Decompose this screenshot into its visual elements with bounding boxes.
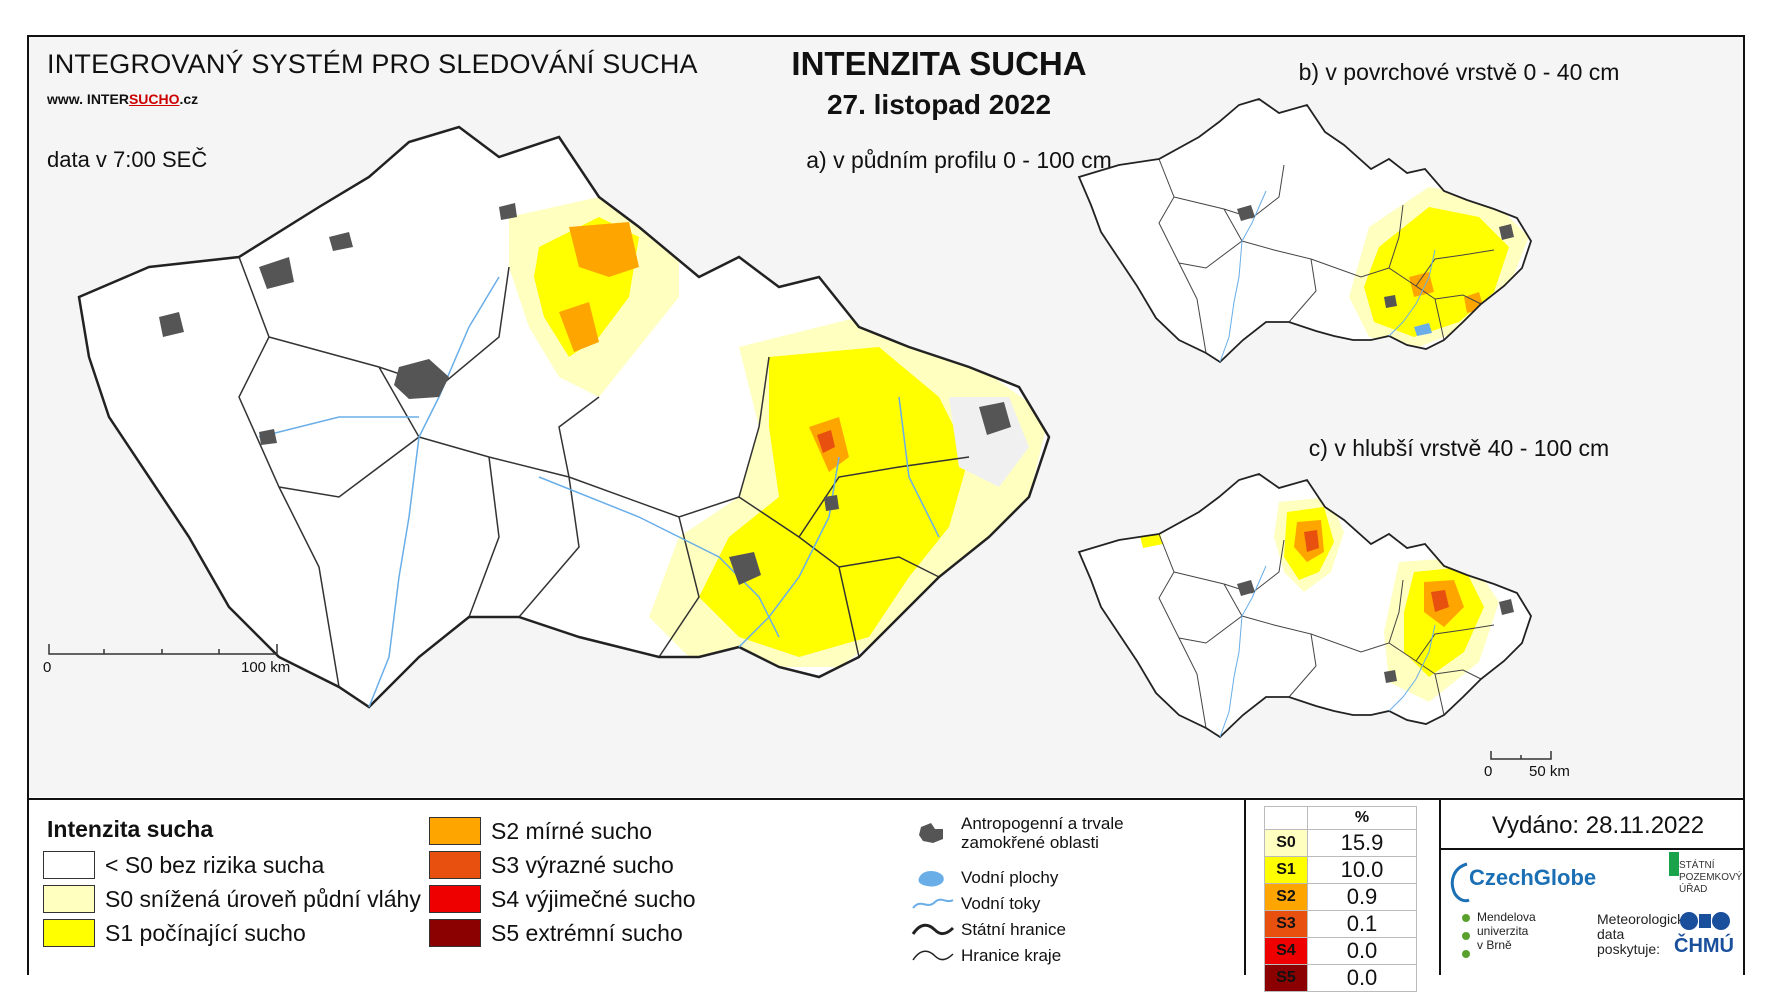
percent-table-header: % xyxy=(1264,806,1417,830)
symbol-river: Vodní toky xyxy=(909,892,1040,916)
map-c-deeper-layer xyxy=(1077,473,1532,739)
percent-row-s0: S0 15.9 xyxy=(1264,829,1417,857)
percent-row-s1: S1 10.0 xyxy=(1264,856,1417,884)
legend-item-s3: S3 výrazné sucho xyxy=(429,848,674,882)
legend-item-s5: S5 extrémní sucho xyxy=(429,916,683,950)
percent-row-s2: S2 0.9 xyxy=(1264,883,1417,911)
scale-bar-main xyxy=(48,644,278,655)
scale-main-end: 100 km xyxy=(241,659,291,676)
scale-main-start: 0 xyxy=(43,659,52,676)
chmu-logo-icon xyxy=(1680,912,1730,930)
czechglobe-logo: CzechGlobe xyxy=(1469,865,1597,890)
system-title: INTEGROVANÝ SYSTÉM PRO SLEDOVÁNÍ SUCHA xyxy=(47,49,698,79)
map-date: 27. listopad 2022 xyxy=(826,89,1052,120)
river-icon xyxy=(912,898,954,909)
scale-bar-small xyxy=(1490,751,1552,760)
spu-logo: STÁTNÍ POZEMKOVÝ ÚŘAD xyxy=(1679,860,1743,895)
swatch-s4 xyxy=(429,885,481,913)
map-a-label: a) v půdním profilu 0 - 100 cm xyxy=(806,147,1112,173)
percent-table: % S0 15.9 S1 10.0 S2 0.9 S3 0.1 S4 0.0 S5 0.0 xyxy=(1264,806,1417,992)
percent-row-s3: S3 0.1 xyxy=(1264,910,1417,938)
percent-row-s4: S4 0.0 xyxy=(1264,937,1417,965)
legend-title: Intenzita sucha xyxy=(47,816,214,842)
swatch-s1 xyxy=(43,919,95,947)
urban-area-icon xyxy=(919,823,943,843)
scale-small-start: 0 xyxy=(1484,763,1493,780)
map-area: INTEGROVANÝ SYSTÉM PRO SLEDOVÁNÍ SUCHA w… xyxy=(29,37,1743,797)
symbol-water-body: Vodní plochy xyxy=(909,866,1058,890)
swatch-below-s0 xyxy=(43,851,95,879)
swatch-s5 xyxy=(429,919,481,947)
symbol-state-border: Státní hranice xyxy=(909,918,1066,942)
map-b-surface-layer xyxy=(1077,98,1532,364)
legend-area: Intenzita sucha < S0 bez rizika sucha S0… xyxy=(29,798,1743,992)
website-link[interactable]: www. INTERSUCHO.cz xyxy=(47,91,199,107)
meteo-data-text: Meteorologická data poskytuje: xyxy=(1597,911,1692,957)
state-border-icon xyxy=(911,923,955,936)
symbol-urban-area: Antropogenní a trvale zamokřené oblasti xyxy=(909,814,1124,852)
mendel-logo-icon xyxy=(1462,914,1470,958)
legend-item-s2: S2 mírné sucho xyxy=(429,814,652,848)
region-border-icon xyxy=(912,950,954,961)
issued-date: Vydáno: 28.11.2022 xyxy=(1491,812,1705,839)
legend-item-s4: S4 výjimečné sucho xyxy=(429,882,696,916)
water-body-icon xyxy=(918,871,944,887)
swatch-s3 xyxy=(429,851,481,879)
legend-separator-2 xyxy=(1439,800,1441,975)
map-c-label: c) v hlubší vrstvě 40 - 100 cm xyxy=(1308,435,1610,461)
symbol-region-border: Hranice kraje xyxy=(909,944,1061,968)
main-title: INTENZITA SUCHA xyxy=(791,45,1087,82)
legend-item-below-s0: < S0 bez rizika sucha xyxy=(43,848,324,882)
legend-item-s0: S0 snížená úroveň půdní vláhy xyxy=(43,882,421,916)
legend-separator-1 xyxy=(1244,800,1246,975)
swatch-s2 xyxy=(429,817,481,845)
legend-item-s1: S1 počínající sucho xyxy=(43,916,306,950)
chmu-logo: ČHMÚ xyxy=(1674,935,1734,957)
scale-small-end: 50 km xyxy=(1529,763,1570,780)
report-frame: INTEGROVANÝ SYSTÉM PRO SLEDOVÁNÍ SUCHA w… xyxy=(27,35,1745,992)
swatch-s0 xyxy=(43,885,95,913)
map-a-soil-profile xyxy=(77,125,1051,709)
percent-row-s5: S5 0.0 xyxy=(1264,964,1417,992)
mendel-logo: Mendelova univerzita v Brně xyxy=(1477,910,1536,952)
spu-logo-icon xyxy=(1669,852,1679,876)
issued-separator xyxy=(1439,848,1743,850)
czechglobe-logo-icon xyxy=(1450,862,1470,903)
map-b-label: b) v povrchové vrstvě 0 - 40 cm xyxy=(1298,59,1620,85)
data-time: data v 7:00 SEČ xyxy=(47,147,208,172)
